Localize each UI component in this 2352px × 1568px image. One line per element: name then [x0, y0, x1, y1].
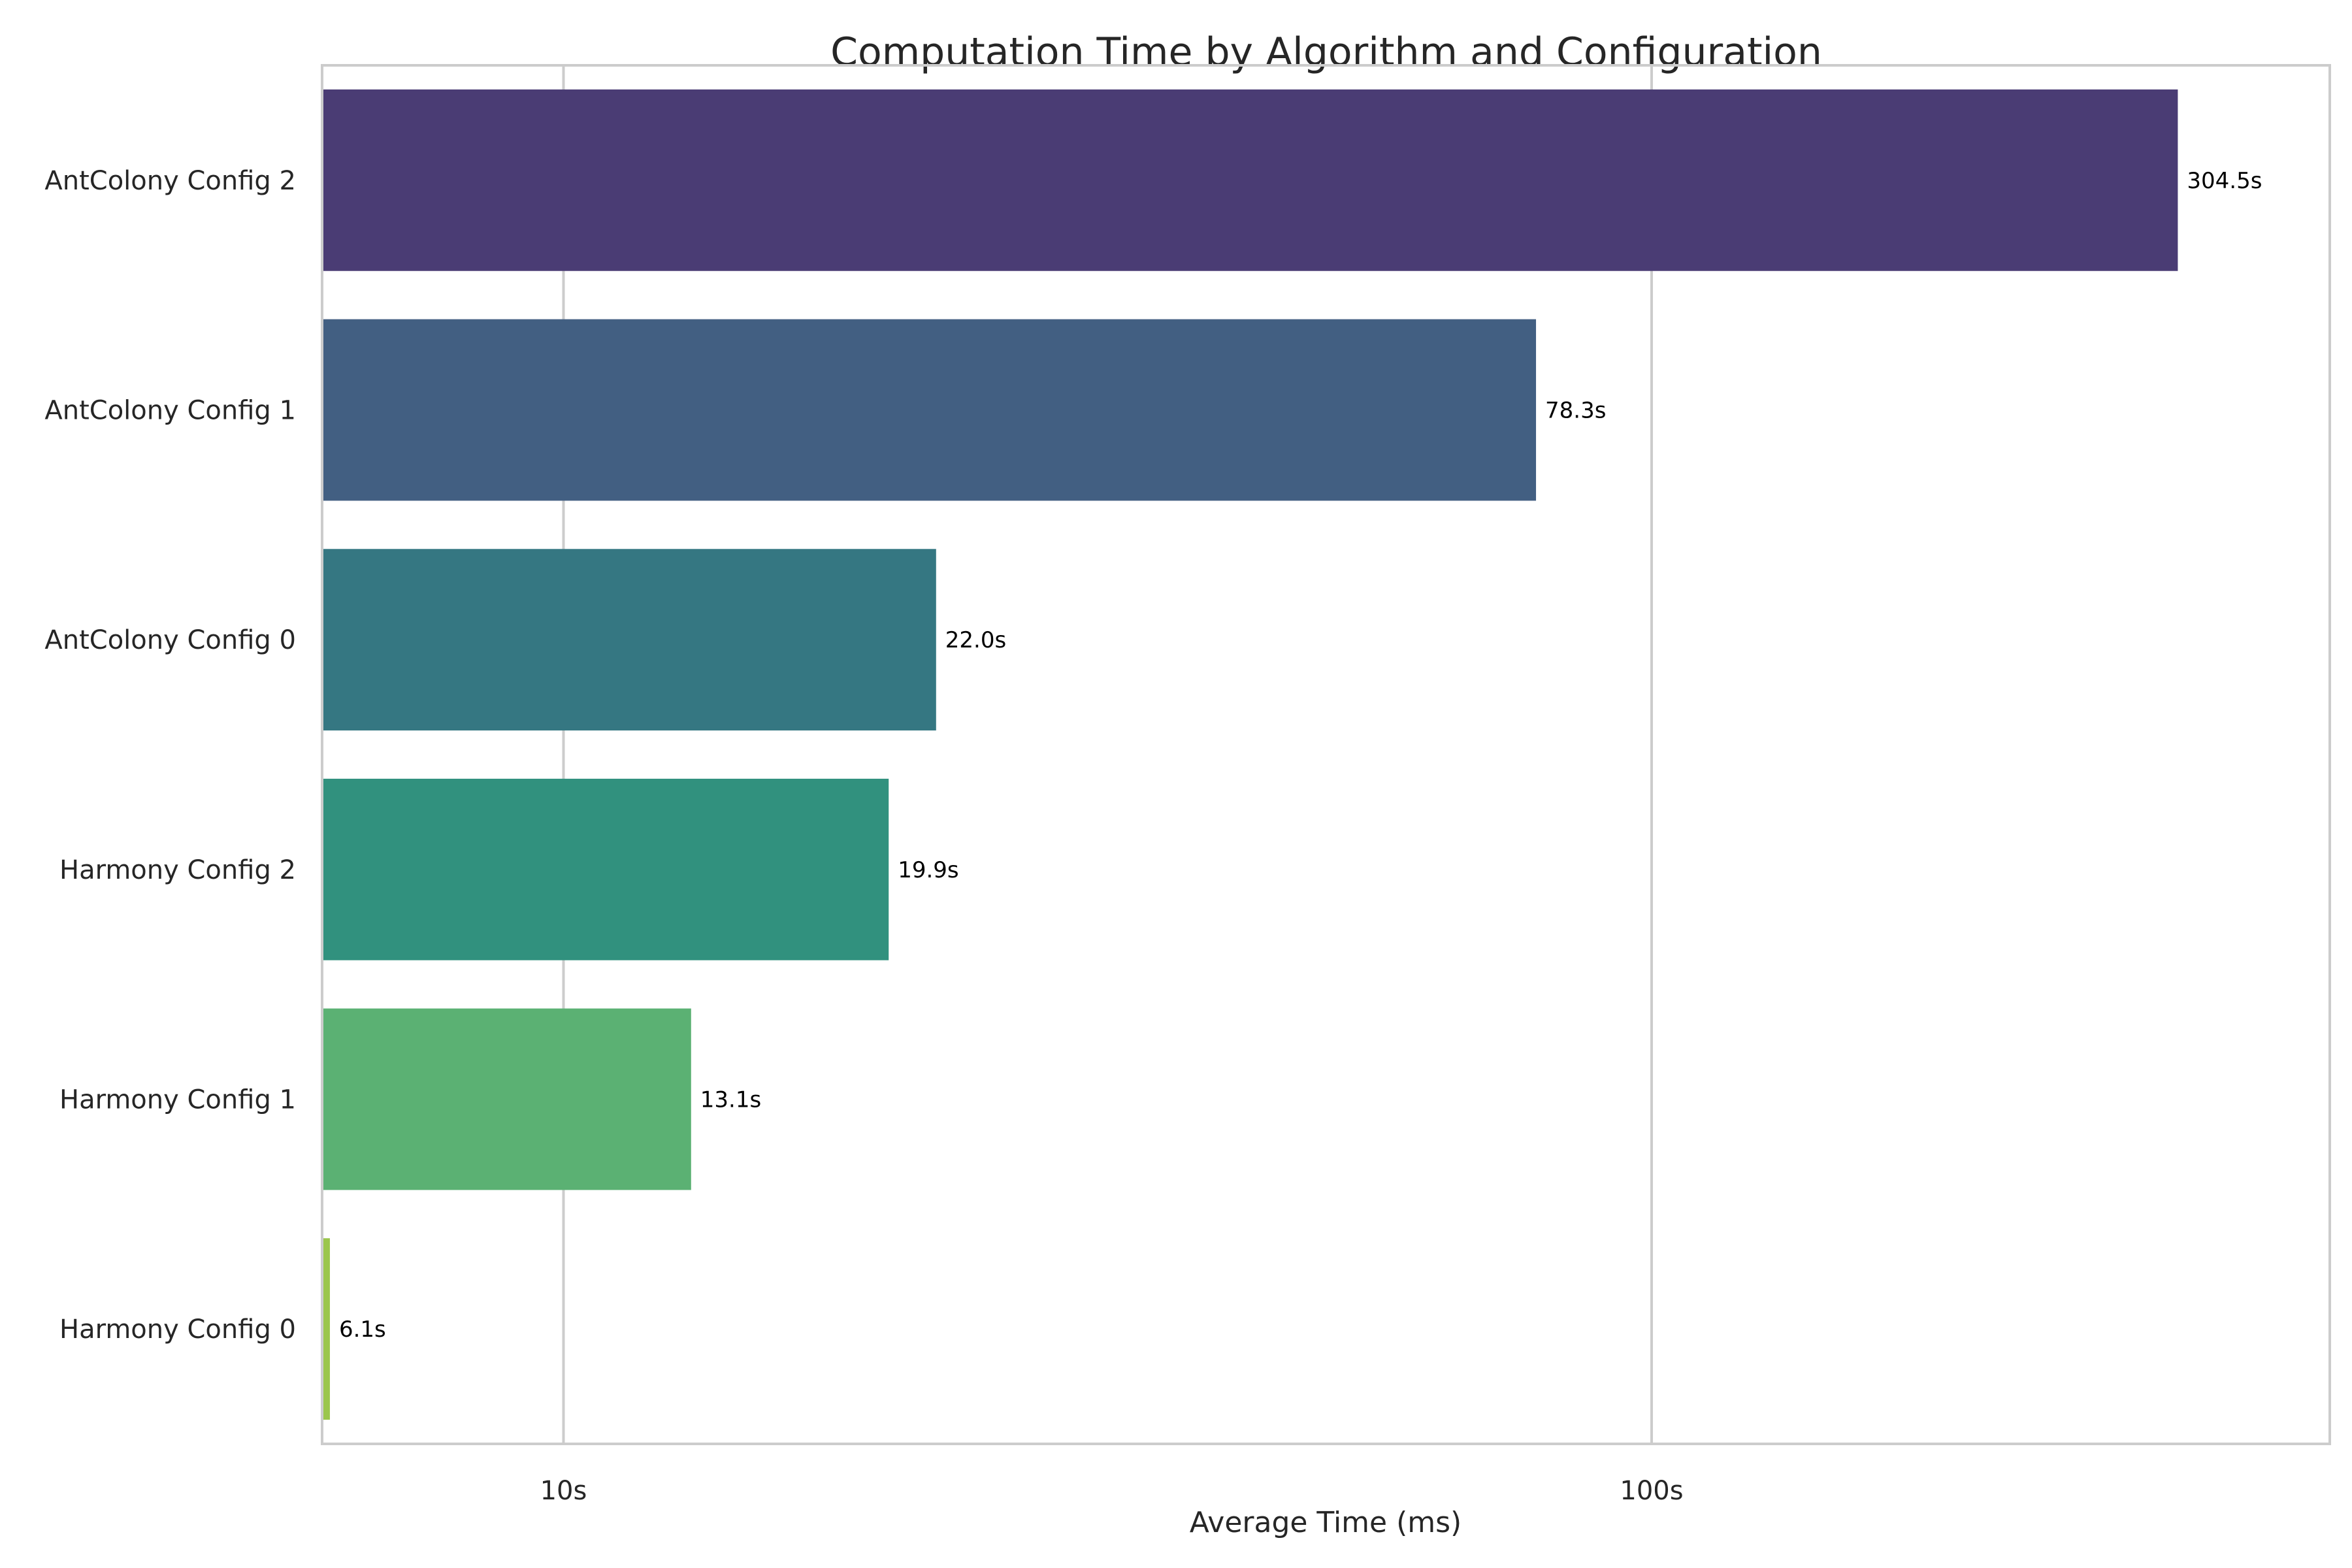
grid-lines [562, 65, 1653, 1444]
bar-4 [322, 1008, 691, 1190]
x-axis-ticks: 10s 100s [540, 1476, 1684, 1506]
category-label-5: Harmony Config 0 [59, 1315, 296, 1345]
labels: AntColony Config 2 304.5s AntColony Config… [44, 166, 2262, 1345]
category-label-3: Harmony Config 2 [59, 855, 296, 885]
x-axis-label: Average Time (ms) [1190, 1506, 1462, 1539]
value-label-4: 13.1s [700, 1087, 761, 1113]
plot-frame [321, 64, 2331, 1445]
value-label-2: 22.0s [945, 627, 1006, 653]
bar-0 [322, 89, 2178, 271]
x-tick-label-0: 10s [540, 1476, 587, 1506]
category-label-4: Harmony Config 1 [59, 1085, 296, 1115]
value-label-3: 19.9s [898, 857, 958, 883]
category-label-2: AntColony Config 0 [44, 625, 296, 655]
x-tick-label-1: 100s [1620, 1476, 1683, 1506]
bar-2 [322, 549, 936, 731]
value-label-1: 78.3s [1545, 398, 1606, 424]
value-label-0: 304.5s [2187, 168, 2262, 194]
bar-1 [322, 319, 1537, 501]
bar-3 [322, 778, 889, 960]
category-label-1: AntColony Config 1 [44, 396, 296, 426]
bar-5 [322, 1238, 330, 1420]
category-label-0: AntColony Config 2 [44, 166, 296, 196]
chart-title: Computation Time by Algorithm and Config… [830, 29, 1822, 75]
bars [322, 89, 2178, 1420]
value-label-5: 6.1s [339, 1316, 386, 1343]
